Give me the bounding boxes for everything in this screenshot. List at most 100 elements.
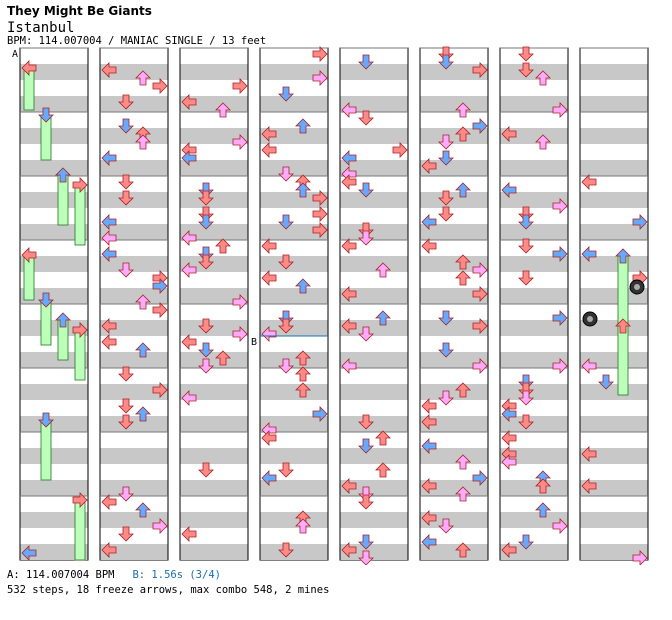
beat-band [260, 384, 328, 400]
beat-band [420, 544, 488, 560]
beat-band [340, 352, 408, 368]
beat-band [260, 224, 328, 240]
beat-band [260, 128, 328, 144]
chart-column [339, 47, 409, 565]
beat-band [20, 352, 88, 368]
beat-band [580, 352, 648, 368]
beat-band [500, 416, 568, 432]
beat-band [340, 224, 408, 240]
chart-column [179, 47, 249, 561]
beat-band [340, 416, 408, 432]
beat-band [340, 384, 408, 400]
beat-band [500, 480, 568, 496]
beat-band [500, 448, 568, 464]
beat-band [340, 192, 408, 208]
beat-band [420, 64, 488, 80]
beat-band [180, 288, 248, 304]
beat-band [580, 512, 648, 528]
beat-band [180, 224, 248, 240]
beat-band [100, 224, 168, 240]
chart-column [19, 47, 89, 561]
step-chart: A B [12, 46, 649, 565]
beat-band [580, 192, 648, 208]
artist-name: They Might Be Giants [7, 4, 152, 18]
beat-band [420, 192, 488, 208]
freeze-arrow [57, 174, 69, 226]
beat-band [20, 128, 88, 144]
beat-band [420, 160, 488, 176]
chart-column [259, 46, 329, 561]
beat-band [340, 544, 408, 560]
bpm-footer: A: 114.007004 BPM B: 1.56s (3/4) [7, 569, 221, 581]
beat-band [420, 96, 488, 112]
beat-band [100, 352, 168, 368]
beat-band [340, 160, 408, 176]
beat-band [580, 384, 648, 400]
beat-band [100, 128, 168, 144]
beat-band [580, 288, 648, 304]
beat-band [580, 64, 648, 80]
beat-band [100, 512, 168, 528]
chart-columns [19, 46, 649, 565]
beat-band [500, 224, 568, 240]
beat-band [420, 224, 488, 240]
beat-band [20, 192, 88, 208]
beat-band [100, 256, 168, 272]
beat-band [500, 160, 568, 176]
beat-band [260, 256, 328, 272]
beat-band [420, 128, 488, 144]
beat-band [260, 352, 328, 368]
beat-band [260, 96, 328, 112]
beat-band [100, 64, 168, 80]
beat-band [260, 544, 328, 560]
bpm-b-label: B: 1.56s (3/4) [132, 569, 221, 581]
beat-band [580, 256, 648, 272]
beat-band [180, 96, 248, 112]
beat-band [500, 544, 568, 560]
beat-band [500, 256, 568, 272]
beat-band [20, 288, 88, 304]
beat-band [20, 160, 88, 176]
beat-band [340, 448, 408, 464]
beat-band [420, 256, 488, 272]
beat-band [100, 544, 168, 560]
beat-band [20, 224, 88, 240]
beat-band [500, 320, 568, 336]
beat-band [420, 384, 488, 400]
beat-band [580, 448, 648, 464]
mine-core [634, 284, 640, 290]
bpm-marker-a: A [12, 49, 18, 60]
beat-band [420, 288, 488, 304]
beat-band [500, 288, 568, 304]
bpm-marker-b: B [251, 337, 257, 348]
beat-band [340, 480, 408, 496]
beat-band [340, 96, 408, 112]
beat-band [580, 320, 648, 336]
stats-line: 532 steps, 18 freeze arrows, max combo 5… [7, 584, 330, 596]
chart-column [579, 47, 649, 565]
beat-band [180, 416, 248, 432]
mine-core [587, 316, 593, 322]
beat-band [100, 416, 168, 432]
beat-band [340, 288, 408, 304]
song-title: Istanbul [7, 20, 75, 36]
beat-band [580, 128, 648, 144]
beat-band [180, 512, 248, 528]
freeze-arrow [40, 419, 52, 481]
beat-band [20, 416, 88, 432]
beat-band [580, 96, 648, 112]
beat-band [180, 64, 248, 80]
beat-band [580, 480, 648, 496]
beat-band [20, 384, 88, 400]
beat-band [420, 512, 488, 528]
beat-band [340, 128, 408, 144]
beat-band [420, 352, 488, 368]
beat-band [500, 384, 568, 400]
beat-band [20, 448, 88, 464]
chart-column [99, 47, 169, 561]
freeze-arrow [74, 499, 86, 561]
beat-band [180, 384, 248, 400]
beat-band [260, 192, 328, 208]
beat-band [500, 96, 568, 112]
beat-band [420, 320, 488, 336]
